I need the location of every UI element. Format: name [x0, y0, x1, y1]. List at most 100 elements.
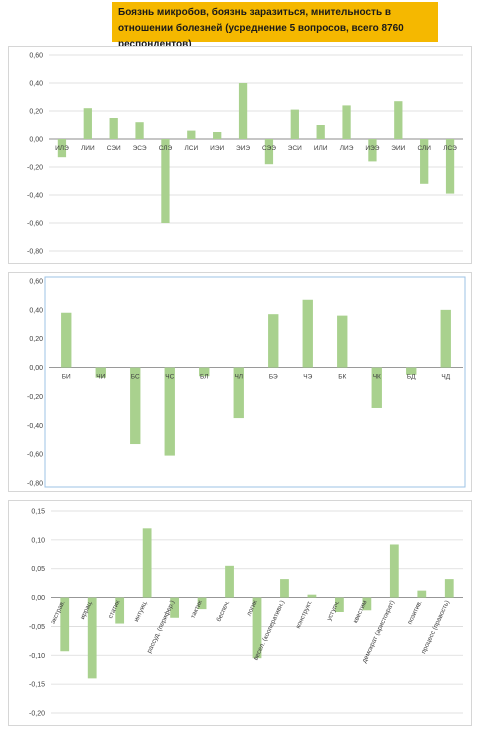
- bar: [417, 590, 427, 598]
- bar: [95, 367, 106, 378]
- bar: [368, 139, 377, 162]
- category-label: БД: [407, 374, 416, 381]
- bar: [213, 132, 222, 139]
- chart-title: Боязнь микробов, боязнь заразиться, мнит…: [112, 2, 438, 50]
- y-tick-label: -0,60: [27, 452, 43, 459]
- category-label: БК: [338, 374, 346, 381]
- bar: [362, 597, 372, 611]
- bar: [420, 139, 429, 184]
- y-tick-label: 0,05: [31, 566, 45, 573]
- category-label: СЭЭ: [262, 145, 276, 152]
- chart-panel-types: 0,60 0,40 0,20 0,00 -0,20 -0,40 -0,60 -0,80 ИЛЭ Л…: [8, 46, 472, 264]
- bar: [87, 597, 97, 679]
- category-label: СЛЭ: [159, 145, 173, 152]
- y-tick-label: -0,60: [27, 221, 43, 228]
- bar: [445, 139, 455, 194]
- category-label: ЧИ: [96, 374, 105, 381]
- bar: [268, 314, 279, 368]
- category-label: ИЛЭ: [55, 145, 69, 152]
- category-label: ЛИЭ: [340, 145, 354, 152]
- y-tick-label: -0,15: [29, 682, 45, 689]
- category-label: ЛИИ: [81, 145, 95, 152]
- bar: [394, 101, 403, 139]
- category-label: ЧЛ: [234, 374, 243, 381]
- y-tick-label: 0,20: [29, 336, 43, 343]
- bar: [444, 579, 454, 598]
- bar: [302, 299, 313, 368]
- bar: [199, 367, 210, 377]
- category-label: СЛИ: [417, 145, 431, 152]
- y-tick-label: -0,80: [27, 249, 43, 256]
- category-label: процесс (правость): [420, 599, 451, 655]
- bar: [371, 367, 382, 408]
- chart-types-svg: 0,60 0,40 0,20 0,00 -0,20 -0,40 -0,60 -0,80 ИЛЭ Л…: [27, 53, 463, 256]
- y-tick-label: 0,00: [31, 595, 45, 602]
- y-tick-label: 0,10: [31, 537, 45, 544]
- category-label: БЛ: [200, 374, 209, 381]
- bar: [115, 597, 125, 624]
- bar: [60, 597, 70, 652]
- bar: [197, 597, 207, 610]
- bar: [252, 597, 262, 659]
- bar: [290, 109, 299, 139]
- y-tick-label: -0,40: [27, 193, 43, 200]
- y-tick-label: 0,00: [29, 365, 43, 372]
- bar: [130, 367, 141, 445]
- bar: [264, 139, 274, 165]
- category-label: БИ: [62, 374, 71, 381]
- bar: [280, 579, 289, 598]
- y-tick-label: 0,00: [29, 137, 43, 144]
- chart-panel-traits: 0,15 0,10 0,05 0,00 -0,05 -0,10 -0,15 -0,20 экст…: [8, 500, 472, 726]
- category-label: интуиц.: [133, 599, 149, 623]
- y-tick-label: 0,20: [29, 109, 43, 116]
- category-label: ЭСЭ: [133, 145, 147, 152]
- category-label: ИЭЭ: [365, 145, 379, 152]
- category-label: тактик: [190, 599, 204, 619]
- y-tick-label: 0,60: [29, 53, 43, 60]
- plot-area-border: [44, 276, 466, 488]
- category-label: ЧК: [373, 374, 381, 381]
- y-tick-label: -0,05: [29, 624, 45, 631]
- bar: [187, 130, 196, 139]
- y-tick-label: 0,40: [29, 81, 43, 88]
- bar: [335, 597, 344, 612]
- bar: [406, 367, 417, 375]
- category-label: ЧД: [441, 374, 450, 381]
- category-label: позитив.: [406, 599, 423, 625]
- y-tick-label: -0,20: [29, 711, 45, 718]
- category-label: ИЛИ: [314, 145, 328, 152]
- bar: [440, 309, 451, 368]
- category-label: ЧС: [165, 374, 174, 381]
- bar: [389, 544, 399, 598]
- category-label: ЭИИ: [391, 145, 405, 152]
- category-label: БЭ: [269, 374, 278, 381]
- bar: [83, 108, 92, 139]
- bar: [170, 597, 179, 618]
- y-tick-label: -0,40: [27, 423, 43, 430]
- category-label: ЭИЭ: [236, 145, 250, 152]
- category-label: ЛСЭ: [443, 145, 457, 152]
- y-tick-label: -0,20: [27, 165, 43, 172]
- bar: [61, 312, 72, 368]
- bar: [316, 125, 325, 139]
- category-label: СЭИ: [107, 145, 121, 152]
- chart-panel-aspects: 0,60 0,40 0,20 0,00 -0,20 -0,40 -0,60 -0,80 БИ ЧИ…: [8, 272, 472, 492]
- bar: [342, 105, 351, 139]
- bar: [135, 122, 144, 139]
- category-label: БС: [131, 374, 140, 381]
- bar: [225, 565, 234, 598]
- y-tick-label: 0,60: [29, 279, 43, 286]
- category-label: ЧЭ: [303, 374, 312, 381]
- bar: [109, 118, 118, 139]
- y-tick-label: 0,15: [31, 509, 45, 516]
- chart-traits-svg: 0,150,100,050,00-0,05-0,10-0,15-0,20экст…: [29, 509, 463, 718]
- bar: [57, 139, 67, 158]
- category-label: ИЭИ: [210, 145, 224, 152]
- category-label: ЭСИ: [288, 145, 302, 152]
- bar: [307, 594, 317, 598]
- bar: [161, 139, 170, 223]
- y-tick-label: 0,40: [29, 307, 43, 314]
- y-tick-label: -0,80: [27, 481, 43, 488]
- bar: [233, 367, 244, 419]
- bar: [164, 367, 175, 456]
